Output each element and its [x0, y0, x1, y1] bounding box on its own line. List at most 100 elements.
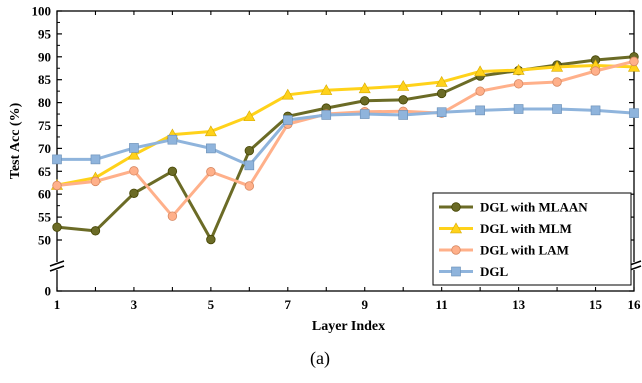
data-point: [436, 107, 447, 118]
data-point: [320, 84, 333, 95]
data-point: [359, 109, 370, 119]
data-point: [167, 211, 178, 221]
axis-break-mark: [49, 265, 65, 272]
y-tick-label: 85: [38, 72, 52, 87]
data-point: [358, 82, 371, 94]
data-point: [590, 105, 601, 116]
data-point: [90, 176, 101, 187]
y-axis: 0 50 55 60 65 70 75 80 85 90 95 100: [32, 4, 642, 299]
data-point: [52, 222, 62, 232]
data-point: [475, 86, 485, 96]
data-point: [552, 104, 562, 114]
y-tick-label: 75: [38, 118, 52, 133]
data-point: [627, 60, 641, 72]
data-point: [551, 60, 564, 72]
x-axis: 1 3 5 7 9 11 13 15 16: [54, 11, 641, 312]
legend: DGL with MLAAN DGL with MLM DGL with LAM DG…: [432, 192, 632, 286]
legend-item: DGL with MLM: [439, 221, 572, 236]
axis-break-gap: [50, 262, 64, 270]
y-tick-label: 65: [38, 164, 52, 179]
data-point: [244, 160, 255, 171]
x-tick-label: 3: [131, 297, 138, 312]
data-point: [398, 95, 408, 105]
y-tick-label: 60: [38, 187, 51, 202]
data-point: [512, 63, 525, 75]
x-tick-label: 7: [285, 297, 292, 312]
data-point: [281, 88, 294, 100]
data-point: [204, 125, 217, 137]
legend-label: DGL with MLM: [480, 221, 572, 236]
legend-item: DGL: [439, 264, 509, 279]
data-point: [397, 79, 410, 91]
axis-break-mark: [49, 260, 65, 267]
y-axis-title: Test Acc (%): [8, 102, 23, 179]
data-point: [552, 77, 562, 87]
legend-label: DGL with MLAAN: [480, 200, 588, 215]
legend-label: DGL: [480, 264, 509, 279]
data-point: [206, 234, 216, 245]
series-line: [57, 107, 635, 167]
plot-border: [56, 10, 635, 292]
data-point: [436, 88, 447, 99]
data-point: [206, 143, 216, 154]
legend-swatch-marker: [451, 245, 461, 255]
y-tick-label: 80: [38, 95, 51, 110]
data-point: [90, 154, 101, 165]
axis-break-gap: [627, 262, 641, 270]
x-tick-label: 5: [208, 297, 215, 312]
x-axis-title: Layer Index: [312, 319, 385, 334]
data-point: [243, 110, 256, 122]
data-point: [629, 56, 639, 67]
y-tick-label: 90: [38, 49, 51, 64]
data-point: [129, 143, 139, 153]
data-point: [513, 79, 524, 89]
legend-item: DGL with MLAAN: [439, 200, 588, 215]
series-line: [56, 59, 635, 218]
data-point: [244, 145, 255, 156]
data-point: [52, 154, 62, 165]
data-point: [435, 75, 448, 87]
series-dgl: [52, 104, 639, 171]
x-tick-label: 9: [361, 297, 368, 312]
figure-caption: (a): [310, 348, 330, 369]
series-dgl-with-mlm: [50, 59, 641, 190]
data-point: [90, 226, 101, 236]
legend-item: DGL with LAM: [439, 243, 569, 258]
x-tick-label: 13: [512, 297, 526, 312]
data-point: [167, 134, 178, 145]
data-point: [206, 167, 216, 177]
data-point: [474, 65, 487, 77]
data-point: [244, 181, 255, 191]
data-point: [167, 166, 178, 177]
data-point: [282, 115, 293, 125]
y-tick-label: 0: [45, 284, 52, 299]
legend-swatch-marker: [449, 222, 463, 234]
data-point: [590, 66, 601, 76]
legend-swatch-marker: [451, 266, 461, 277]
x-tick-label: 16: [628, 297, 642, 312]
data-point: [52, 180, 62, 191]
data-point: [127, 148, 140, 160]
data-point: [513, 104, 524, 114]
series-layer: [50, 52, 641, 245]
x-tick-label: 1: [54, 297, 61, 312]
data-point: [398, 110, 409, 120]
y-tick-label: 100: [32, 4, 52, 19]
data-point: [129, 166, 139, 176]
y-tick-label: 70: [38, 141, 51, 156]
y-tick-label: 55: [38, 210, 52, 225]
legend-swatch-marker: [451, 202, 461, 212]
x-tick-label: 15: [589, 297, 603, 312]
x-tick-label: 11: [436, 297, 448, 312]
y-tick-label: 95: [38, 26, 52, 41]
data-point: [321, 110, 332, 120]
data-point: [475, 105, 485, 116]
data-point: [629, 108, 639, 118]
y-tick-label: 50: [38, 233, 51, 248]
data-point: [129, 188, 139, 198]
plot-frame: [56, 10, 635, 292]
legend-label: DGL with LAM: [480, 243, 569, 258]
data-point: [360, 96, 370, 106]
